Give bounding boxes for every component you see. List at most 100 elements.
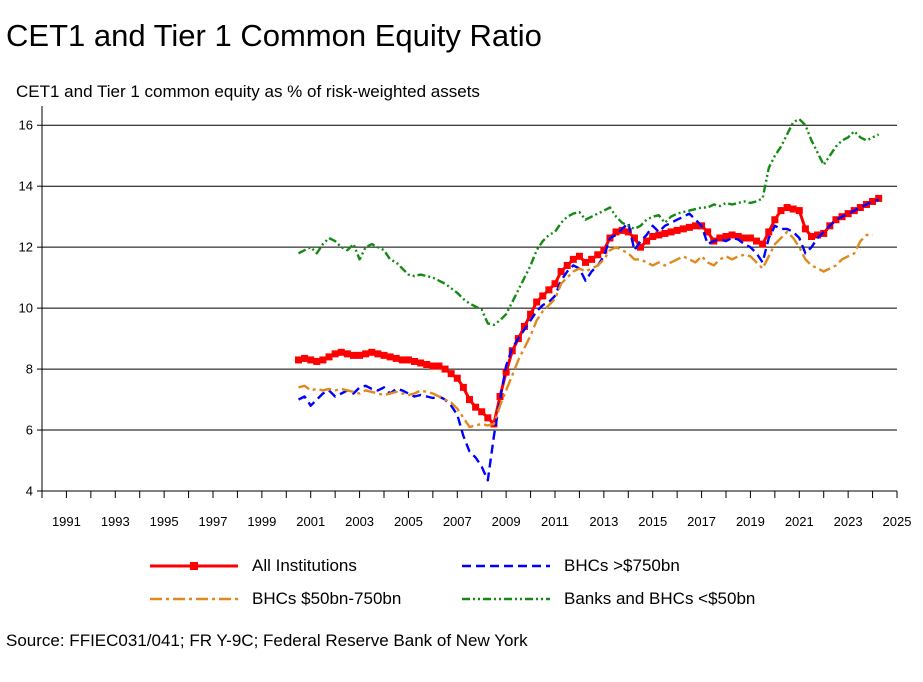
series-0-point-45	[569, 255, 577, 263]
legend-item-bhcs-50-750bn: BHCs $50bn-750bn	[148, 587, 401, 611]
x-tick-label-2021: 2021	[785, 514, 814, 529]
series-0-point-54	[624, 228, 632, 236]
series-0-point-16	[392, 354, 400, 362]
x-tick-label-2013: 2013	[589, 514, 618, 529]
series-0-point-22	[429, 362, 437, 370]
series-0-point-20	[417, 359, 425, 367]
series-0-point-64	[685, 223, 693, 231]
x-tick-label-1999: 1999	[247, 514, 276, 529]
series-0-point-38	[527, 310, 535, 318]
series-0-point-90	[844, 210, 852, 218]
series-0-point-88	[832, 216, 840, 224]
x-tick-label-2001: 2001	[296, 514, 325, 529]
series-line-0	[298, 197, 880, 426]
series-0-point-37	[520, 322, 528, 330]
series-0-point-23	[435, 362, 443, 370]
series-0-point-75	[753, 237, 761, 245]
x-tick-label-2015: 2015	[638, 514, 667, 529]
series-0-point-30	[478, 408, 486, 416]
y-tick-label-10: 10	[19, 301, 33, 316]
series-0-point-25	[447, 370, 455, 378]
legend-item-all-institutions: All Institutions	[148, 554, 357, 578]
grid-lines	[42, 124, 897, 492]
series-0-point-78	[771, 216, 779, 224]
series-0-point-52	[612, 228, 620, 236]
series-0-point-5	[325, 353, 333, 361]
series-0-point-80	[783, 204, 791, 212]
x-tick-label-2025: 2025	[883, 514, 912, 529]
x-tick-label-1991: 1991	[52, 514, 81, 529]
series-0-point-31	[484, 414, 492, 422]
series-0-point-59	[655, 231, 663, 239]
x-tick-label-2003: 2003	[345, 514, 374, 529]
series-lines	[295, 117, 883, 482]
series-0-point-81	[789, 205, 797, 213]
series-0-point-1	[301, 354, 309, 362]
y-tick-label-8: 8	[26, 362, 33, 377]
series-0-point-74	[746, 234, 754, 242]
series-0-point-76	[759, 240, 767, 248]
series-0-point-95	[875, 194, 883, 202]
series-0-point-71	[728, 231, 736, 239]
series-line-3	[297, 117, 880, 327]
axes	[41, 106, 897, 492]
y-axis-ticks: 4 6 8 10 12 14 16	[19, 118, 42, 499]
x-tick-label-2019: 2019	[736, 514, 765, 529]
series-0-point-15	[386, 353, 394, 361]
source-note: Source: FFIEC031/041; FR Y-9C; Federal R…	[6, 631, 528, 650]
series-0-point-61	[667, 228, 675, 236]
series-0	[295, 194, 883, 428]
x-axis-ticks: 1991 1993 1995 1997 1999 2001 2003 2005 2007 2009…	[41, 491, 912, 529]
series-0-point-14	[380, 351, 388, 359]
series-0-point-2	[307, 356, 315, 364]
series-0-point-48	[588, 255, 596, 263]
series-0-point-9	[349, 351, 357, 359]
series-0-point-19	[411, 357, 419, 365]
legend-swatch-all-institutions	[150, 562, 238, 570]
y-tick-label-12: 12	[19, 240, 33, 255]
series-0-point-56	[637, 243, 644, 251]
y-tick-label-16: 16	[19, 118, 33, 133]
series-0-point-77	[765, 228, 773, 236]
series-0-point-29	[472, 403, 480, 411]
legend-item-banks-bhcs-50bn: Banks and BHCs <$50bn	[460, 587, 755, 611]
series-0-point-17	[398, 356, 406, 364]
x-tick-label-1997: 1997	[199, 514, 228, 529]
series-0-point-40	[539, 292, 547, 300]
series-0-point-44	[563, 261, 571, 269]
series-line-1	[297, 198, 879, 482]
series-0-point-39	[533, 298, 541, 306]
series-0-point-46	[575, 252, 583, 260]
legend-label-bhcs-750bn: BHCs >$750bn	[564, 556, 680, 575]
series-0-point-0	[295, 356, 302, 364]
series-0-point-49	[594, 251, 602, 259]
series-0-point-67	[704, 228, 712, 236]
series-0-point-83	[801, 225, 809, 233]
y-tick-label-6: 6	[26, 423, 33, 438]
legend-swatch-bhcs-50-750bn	[150, 597, 238, 601]
x-tick-label-2017: 2017	[687, 514, 716, 529]
legend-label-banks-bhcs-50bn: Banks and BHCs <$50bn	[564, 589, 756, 608]
series-0-point-58	[649, 232, 657, 240]
series-0-point-24	[441, 365, 449, 373]
series-0-point-21	[423, 361, 431, 369]
legend-swatch-bhcs-750bn	[462, 564, 550, 568]
series-0-point-7	[337, 348, 345, 356]
series-0-point-12	[368, 348, 376, 356]
series-0-point-41	[545, 286, 553, 294]
series-0-point-70	[722, 232, 730, 240]
series-3	[297, 117, 880, 327]
series-0-point-18	[404, 356, 412, 364]
series-2	[298, 230, 873, 429]
series-0-point-85	[814, 231, 822, 239]
series-0-point-63	[679, 225, 687, 233]
series-0-point-62	[673, 226, 681, 234]
series-0-point-57	[643, 237, 651, 245]
series-0-point-10	[356, 351, 364, 359]
legend-item-bhcs-750bn: BHCs >$750bn	[460, 554, 680, 578]
series-0-point-4	[319, 356, 327, 364]
x-tick-label-1993: 1993	[101, 514, 130, 529]
series-0-point-84	[808, 232, 815, 240]
series-0-point-43	[557, 268, 565, 276]
